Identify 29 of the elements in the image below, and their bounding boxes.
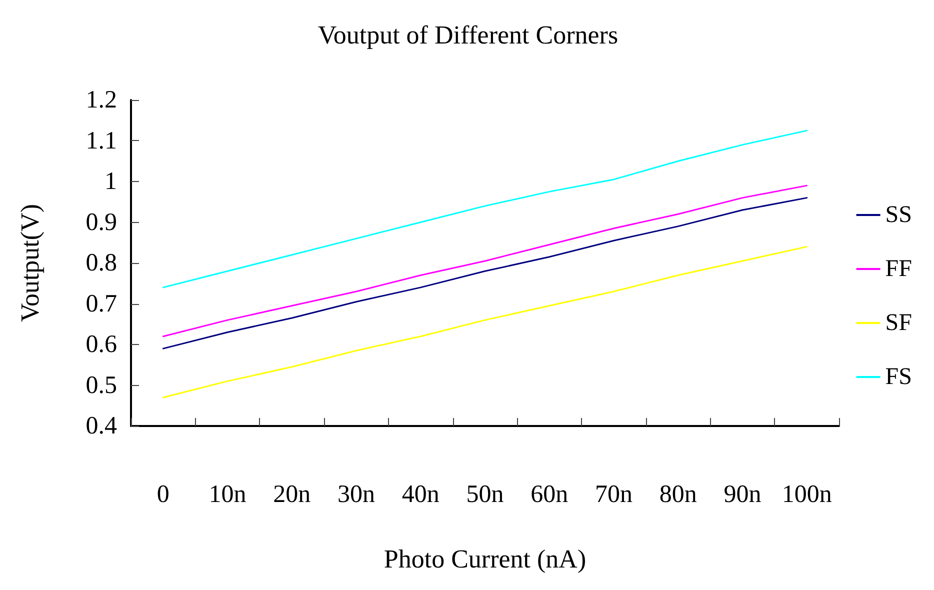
x-tick-label: 80n [659,481,698,508]
legend-label: SF [885,310,912,336]
line-series [162,246,808,398]
x-tick-label: 0 [156,481,170,508]
x-tick-label: 60n [530,481,569,508]
x-tick-label: 70n [594,481,633,508]
x-axis-title: Photo Current (nA) [384,544,586,574]
x-tick-label: 20n [273,481,312,508]
x-tick-label: 30n [338,481,376,508]
y-tick-label: 0.8 [86,250,117,276]
y-tick-label: 0.6 [86,331,117,358]
y-tick-label: 1.1 [86,127,117,154]
y-tick-label: 0.7 [86,290,117,318]
y-tick-label: 1 [104,168,117,195]
x-tick-label: 40n [402,481,440,508]
y-tick-label: 0.5 [86,372,117,399]
legend-label: SS [885,202,912,228]
x-tick-label: 100n [782,481,832,508]
x-tick-label: 90n [724,481,762,508]
x-tick-label: 50n [466,481,504,508]
chart-title: Voutput of Different Corners [318,20,618,50]
y-tick-label: 0.9 [86,208,117,236]
x-tick-label: 10n [208,481,247,508]
legend-label: FF [885,256,912,282]
y-tick-label: 0.4 [86,412,118,440]
y-tick-label: 1.2 [86,86,117,114]
legend-label: FS [885,364,912,390]
line-series [162,130,808,288]
y-axis-title: Voutput(V) [16,204,44,322]
